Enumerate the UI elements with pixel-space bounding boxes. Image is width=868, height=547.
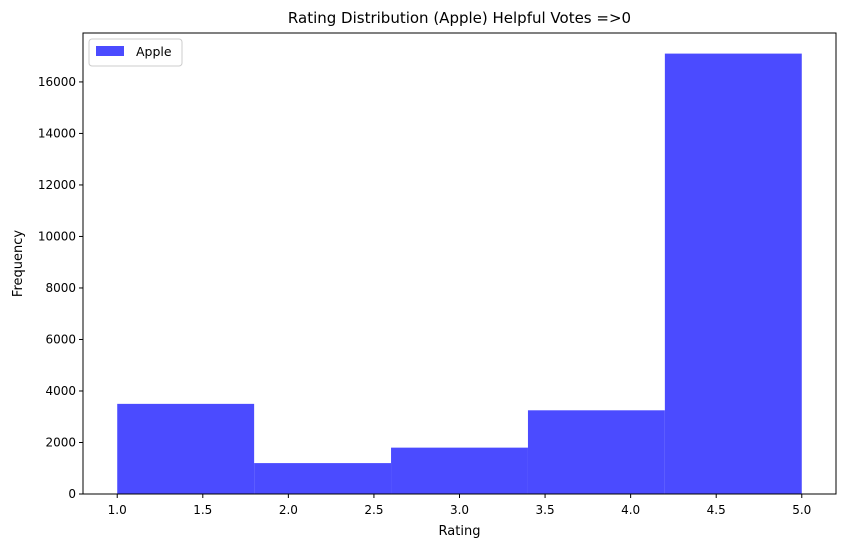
- x-tick-label-4: 2.5: [364, 503, 383, 517]
- histogram-bar-2: [254, 463, 392, 494]
- y-tick-label-3: 4000: [45, 384, 76, 398]
- legend: Apple: [88, 38, 183, 67]
- x-tick-label-8: 4.5: [707, 503, 726, 517]
- y-tick-label-4: 6000: [45, 332, 76, 346]
- x-axis-ticks: 1.0 1.5 2.0 2.5 3.0 3.5 4.0 4.5 5.0: [108, 494, 811, 517]
- y-axis-label: Frequency: [11, 230, 26, 297]
- legend-box: [88, 38, 183, 67]
- histogram-bar-5: [664, 53, 802, 494]
- bars-layer: [117, 53, 802, 494]
- histogram-bar-4: [527, 410, 665, 494]
- y-tick-label-7: 12000: [38, 178, 76, 192]
- x-axis-label: Rating: [439, 524, 481, 539]
- y-tick-label-6: 10000: [38, 229, 76, 243]
- x-tick-label-3: 2.0: [279, 503, 298, 517]
- y-tick-label-5: 8000: [45, 281, 76, 295]
- x-tick-label-5: 3.0: [450, 503, 469, 517]
- x-tick-label-7: 4.0: [621, 503, 640, 517]
- x-tick-label-1: 1.0: [108, 503, 127, 517]
- chart-title: Rating Distribution (Apple) Helpful Vote…: [288, 9, 631, 27]
- x-tick-label-2: 1.5: [193, 503, 212, 517]
- y-tick-label-1: 0: [68, 487, 76, 501]
- legend-swatch-apple: [96, 46, 124, 56]
- histogram-bar-3: [391, 447, 528, 494]
- plot-frame: [82, 32, 837, 495]
- x-tick-label-6: 3.5: [536, 503, 555, 517]
- y-tick-label-8: 14000: [38, 126, 76, 140]
- y-axis-ticks: 0 2000 4000 6000 8000 10000 12000 14000 16000: [38, 75, 83, 501]
- x-tick-label-9: 5.0: [792, 503, 811, 517]
- histogram-bar-1: [117, 403, 255, 494]
- y-tick-label-9: 16000: [38, 75, 76, 89]
- legend-label-apple: Apple: [136, 44, 172, 59]
- y-tick-label-2: 2000: [45, 435, 76, 449]
